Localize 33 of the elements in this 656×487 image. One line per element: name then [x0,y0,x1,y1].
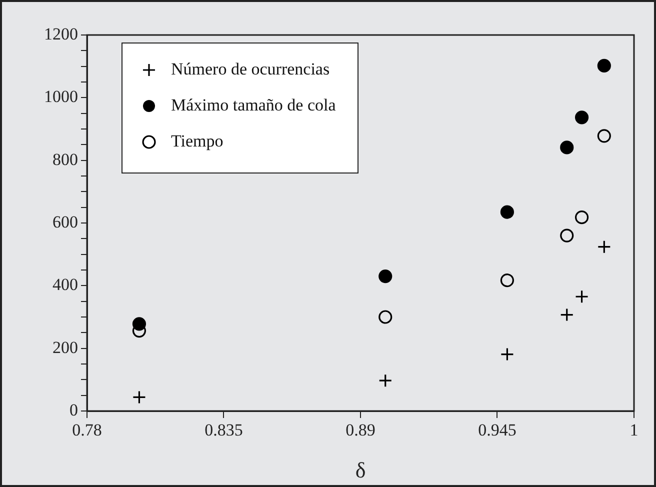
point [574,290,589,304]
y-tick-label: 400 [52,275,78,294]
point [378,374,392,388]
point [560,140,574,154]
point [378,269,392,284]
point [597,129,611,143]
legend-label: Tiempo [171,131,224,150]
x-tick-label: 0.89 [346,420,376,440]
legend-label: Número de ocurrencias [171,59,330,78]
point [500,274,514,288]
point [597,58,611,73]
point [560,308,574,322]
x-tick-label: 0.78 [72,420,102,440]
point [500,347,514,362]
y-tick-label: 1000 [44,87,78,106]
point [132,390,146,404]
point [574,110,589,124]
y-tick-label: 1200 [44,24,78,44]
legend-label: Máximo tamaño de cola [171,95,336,114]
y-tick-label: 200 [52,338,78,357]
x-tick-label: 1 [630,420,638,440]
x-axis-title: δ [355,458,366,483]
y-tick-label: 600 [52,212,78,232]
point [597,240,611,254]
y-tick-label: 0 [70,400,78,420]
y-tick-label: 800 [52,150,78,169]
x-tick-label: 0.945 [478,420,516,440]
point [132,317,146,331]
x-tick-label: 0.835 [204,420,243,440]
point [378,310,392,324]
point [574,210,589,224]
point [500,205,514,219]
point [560,228,574,242]
